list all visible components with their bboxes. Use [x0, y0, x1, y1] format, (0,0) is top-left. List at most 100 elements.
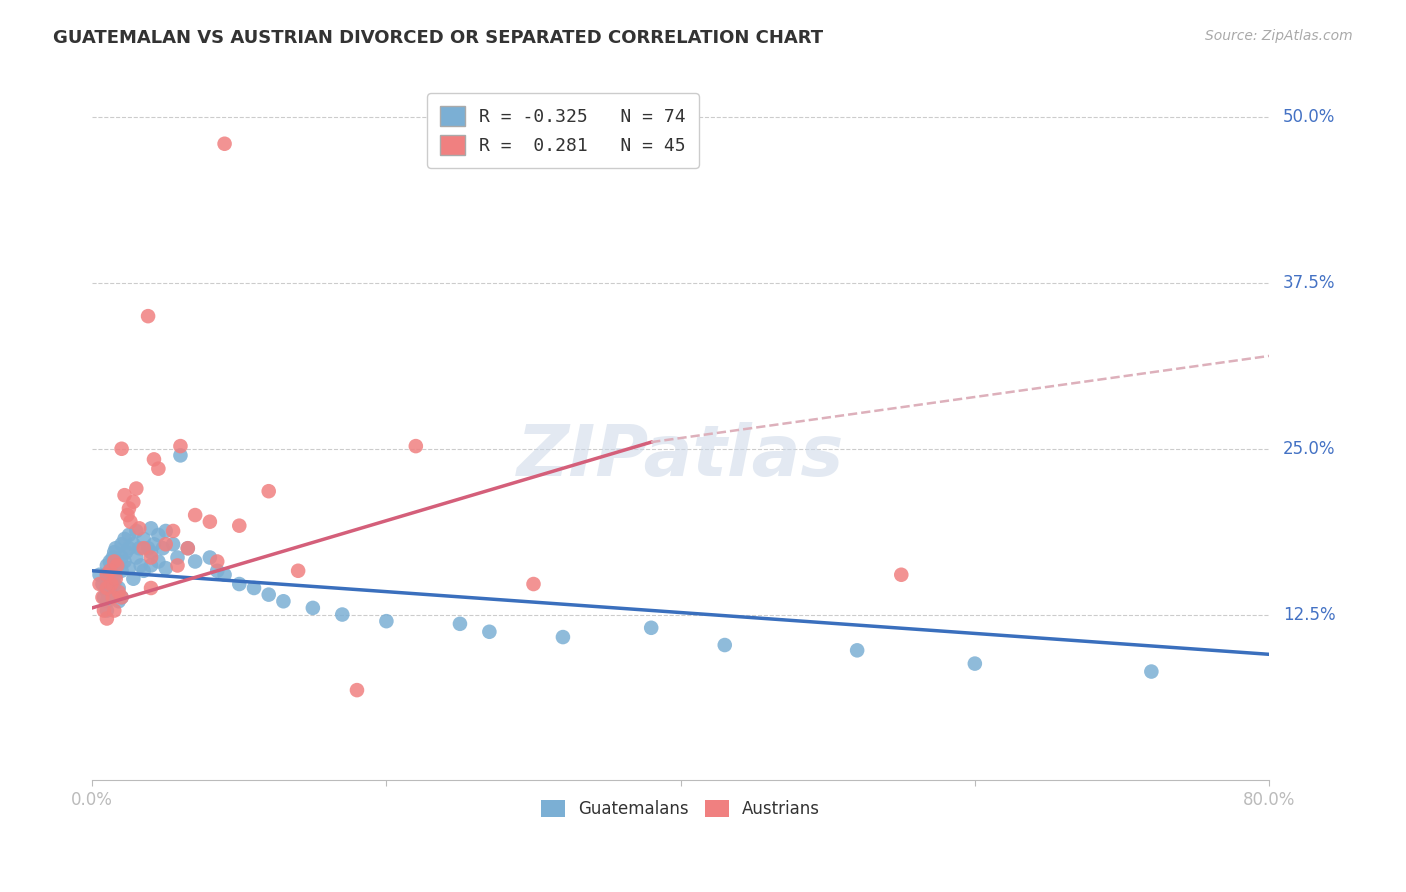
Point — [198, 550, 221, 565]
Point — [107, 585, 129, 599]
Point — [155, 561, 177, 575]
Point — [405, 439, 427, 453]
Point — [148, 554, 170, 568]
Point — [346, 683, 368, 698]
Point — [93, 603, 115, 617]
Point — [104, 541, 127, 556]
Point — [136, 309, 159, 323]
Point — [100, 577, 122, 591]
Point — [96, 603, 118, 617]
Point — [103, 561, 125, 575]
Point — [122, 537, 145, 551]
Point — [214, 136, 236, 151]
Point — [177, 541, 200, 556]
Point — [98, 554, 121, 568]
Point — [107, 594, 129, 608]
Point — [169, 449, 191, 463]
Point — [205, 564, 228, 578]
Point — [890, 567, 912, 582]
Point — [963, 657, 986, 671]
Point — [128, 541, 150, 556]
Point — [143, 452, 166, 467]
Point — [214, 567, 236, 582]
Point — [96, 585, 118, 599]
Point — [129, 558, 152, 573]
Point — [228, 518, 250, 533]
Point — [89, 577, 111, 591]
Text: GUATEMALAN VS AUSTRIAN DIVORCED OR SEPARATED CORRELATION CHART: GUATEMALAN VS AUSTRIAN DIVORCED OR SEPAR… — [53, 29, 824, 46]
Point — [551, 630, 574, 644]
Point — [98, 564, 121, 578]
Point — [105, 558, 128, 573]
Point — [122, 495, 145, 509]
Point — [128, 521, 150, 535]
Point — [101, 591, 124, 605]
Point — [103, 554, 125, 568]
Point — [103, 577, 125, 591]
Point — [640, 621, 662, 635]
Point — [100, 581, 122, 595]
Point — [118, 528, 141, 542]
Point — [93, 591, 115, 605]
Point — [287, 564, 309, 578]
Point — [155, 537, 177, 551]
Point — [846, 643, 869, 657]
Point — [96, 581, 118, 595]
Point — [330, 607, 353, 622]
Point — [120, 515, 142, 529]
Point — [132, 541, 155, 556]
Point — [110, 591, 132, 605]
Text: 25.0%: 25.0% — [1284, 440, 1336, 458]
Point — [96, 567, 118, 582]
Point — [162, 524, 184, 538]
Point — [110, 537, 132, 551]
Point — [89, 567, 111, 582]
Point — [125, 524, 148, 538]
Point — [110, 550, 132, 565]
Point — [118, 501, 141, 516]
Point — [152, 541, 174, 556]
Point — [107, 581, 129, 595]
Point — [114, 488, 136, 502]
Point — [148, 461, 170, 475]
Point — [125, 482, 148, 496]
Point — [125, 550, 148, 565]
Point — [198, 515, 221, 529]
Point — [162, 537, 184, 551]
Point — [101, 550, 124, 565]
Point — [139, 521, 162, 535]
Point — [105, 558, 128, 573]
Point — [522, 577, 544, 591]
Point — [243, 581, 266, 595]
Point — [1140, 665, 1163, 679]
Point — [257, 484, 280, 499]
Point — [101, 591, 124, 605]
Point — [103, 545, 125, 559]
Point — [136, 541, 159, 556]
Point — [114, 532, 136, 546]
Point — [104, 572, 127, 586]
Point — [184, 554, 207, 568]
Point — [118, 561, 141, 575]
Point — [103, 603, 125, 617]
Point — [478, 624, 501, 639]
Point — [166, 550, 188, 565]
Point — [110, 442, 132, 456]
Point — [155, 524, 177, 538]
Point — [96, 567, 118, 582]
Point — [184, 508, 207, 522]
Point — [110, 591, 132, 605]
Point — [375, 614, 398, 628]
Point — [302, 601, 325, 615]
Point — [449, 616, 471, 631]
Point — [122, 572, 145, 586]
Point — [96, 577, 118, 591]
Point — [91, 577, 114, 591]
Point — [713, 638, 735, 652]
Point — [91, 591, 114, 605]
Point — [143, 537, 166, 551]
Text: 12.5%: 12.5% — [1284, 606, 1336, 624]
Point — [115, 545, 138, 559]
Point — [169, 439, 191, 453]
Point — [118, 541, 141, 556]
